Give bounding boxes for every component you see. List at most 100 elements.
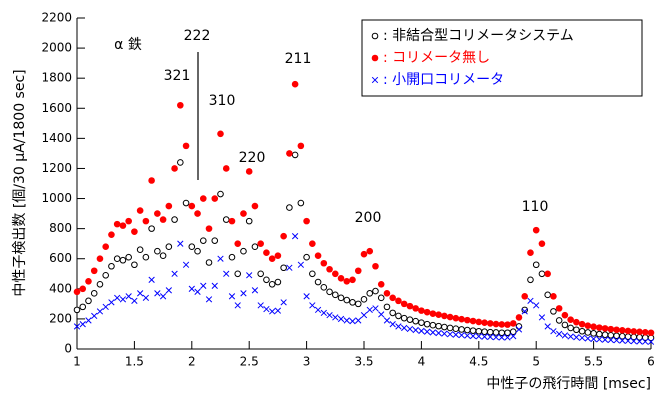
peak-label: 200 (355, 210, 382, 226)
marker-cross (240, 290, 247, 297)
marker-filled-circle (274, 252, 282, 260)
marker-filled-circle (521, 293, 529, 300)
marker-open-circle (286, 204, 293, 211)
marker-filled-circle (561, 311, 569, 319)
marker-filled-circle (337, 274, 345, 282)
marker-cross (337, 315, 345, 323)
marker-filled-circle (475, 318, 483, 326)
marker-cross (418, 327, 425, 335)
marker-cross (624, 337, 632, 345)
marker-filled-circle (194, 210, 201, 217)
marker-filled-circle (584, 322, 592, 329)
marker-cross (125, 293, 132, 300)
peak-label: 310 (209, 93, 236, 109)
marker-cross (234, 302, 241, 309)
marker-cross (314, 306, 322, 314)
y-tick-label: 1000 (41, 191, 72, 205)
marker-cross (297, 261, 305, 268)
marker-open-circle (538, 270, 546, 278)
marker-filled-circle (418, 307, 425, 314)
marker-open-circle (372, 287, 379, 295)
marker-filled-circle (108, 231, 115, 238)
marker-filled-circle (85, 277, 92, 285)
marker-cross (510, 333, 517, 340)
marker-filled-circle (446, 313, 454, 321)
marker-open-circle (452, 325, 460, 332)
peak-label: 222 (184, 28, 211, 44)
x-tick-label: 4.5 (469, 355, 488, 369)
marker-filled-circle (119, 222, 127, 229)
marker-open-circle (154, 247, 161, 255)
marker-cross (320, 309, 327, 317)
marker-open-circle (314, 278, 322, 286)
marker-filled-circle (619, 327, 626, 334)
marker-cross (578, 334, 586, 342)
marker-cross (504, 334, 511, 341)
marker-filled-circle (349, 276, 356, 284)
marker-open-circle (601, 331, 609, 339)
marker-filled-circle (464, 316, 471, 324)
marker-filled-circle (171, 165, 178, 172)
marker-filled-circle (567, 316, 574, 323)
marker-cross (371, 76, 379, 84)
marker-cross (257, 302, 264, 309)
marker-open-circle (217, 190, 224, 198)
marker-filled-circle (73, 288, 81, 296)
marker-filled-circle (297, 142, 305, 150)
marker-cross (538, 314, 546, 321)
marker-filled-circle (624, 327, 632, 335)
marker-filled-circle (636, 328, 643, 336)
y-tick-label: 2000 (41, 41, 72, 55)
marker-filled-circle (263, 249, 270, 257)
marker-cross (596, 336, 603, 343)
marker-cross (131, 297, 138, 305)
marker-filled-circle (377, 281, 385, 288)
marker-open-circle (406, 316, 414, 323)
marker-open-circle (573, 326, 580, 334)
marker-filled-circle (309, 240, 316, 247)
marker-open-circle (245, 217, 253, 225)
x-tick-label: 6 (647, 355, 655, 369)
marker-cross (395, 323, 402, 330)
x-tick-label: 5 (532, 355, 540, 369)
marker-open-circle (297, 199, 305, 207)
marker-open-circle (544, 291, 551, 299)
marker-open-circle (85, 297, 92, 305)
marker-filled-circle (113, 220, 121, 228)
marker-filled-circle (469, 317, 477, 325)
marker-cross (343, 317, 350, 324)
marker-cross (475, 333, 482, 340)
marker-cross (423, 328, 431, 335)
marker-cross (211, 282, 218, 289)
marker-filled-circle (395, 297, 402, 305)
marker-open-circle (343, 296, 351, 304)
marker-open-circle (309, 270, 316, 278)
x-axis-label: 中性子の飛行時間 [msec] (486, 376, 651, 392)
marker-filled-circle (504, 321, 511, 328)
marker-open-circle (532, 261, 540, 269)
marker-open-circle (263, 276, 270, 284)
marker-filled-circle (630, 328, 638, 335)
y-axis-label: 中性子検出数 [個/30 μA/1800 sec] (12, 69, 28, 296)
marker-filled-circle (544, 270, 551, 278)
y-tick-label: 1400 (41, 131, 72, 145)
marker-filled-circle (486, 320, 494, 327)
marker-open-circle (326, 288, 333, 296)
marker-cross (401, 324, 408, 332)
marker-cross (567, 333, 574, 340)
marker-open-circle (354, 300, 362, 308)
marker-filled-circle (280, 232, 287, 240)
marker-cross (383, 317, 391, 324)
marker-cross (498, 334, 505, 341)
marker-filled-circle (234, 240, 242, 247)
marker-cross (619, 337, 626, 344)
marker-filled-circle (435, 311, 442, 318)
marker-open-circle (446, 324, 454, 332)
marker-open-circle (492, 329, 500, 336)
marker-open-circle (159, 252, 167, 260)
marker-cross (165, 287, 172, 294)
marker-filled-circle (412, 305, 419, 312)
marker-open-circle (567, 324, 574, 332)
marker-cross (309, 302, 316, 309)
marker-filled-circle (601, 325, 609, 332)
